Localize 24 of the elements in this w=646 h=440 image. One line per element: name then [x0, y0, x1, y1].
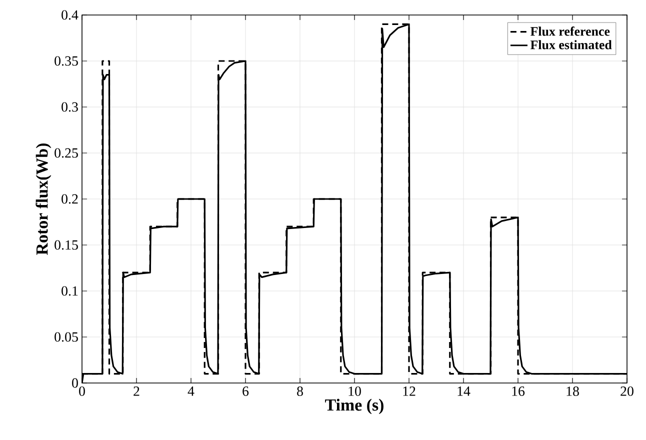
x-tick-label: 10 [348, 386, 361, 396]
x-axis-title: Time (s) [325, 398, 384, 414]
x-tick-label: 14 [458, 386, 470, 396]
y-tick-label: 0 [72, 378, 78, 388]
y-tick-label: 0.2 [62, 194, 78, 204]
x-tick-label: 0 [79, 386, 85, 396]
legend-label: Flux reference [530, 26, 610, 36]
y-axis-title: Rotor flux(Wb) [36, 144, 52, 255]
x-tick-label: 6 [242, 386, 249, 396]
legend-label: Flux estimated [530, 40, 612, 50]
y-tick-label: 0.4 [62, 10, 78, 20]
x-tick-label: 18 [566, 386, 579, 396]
y-tick-label: 0.25 [54, 148, 78, 158]
x-tick-label: 4 [188, 386, 194, 396]
x-tick-label: 8 [297, 386, 303, 396]
y-tick-label: 0.3 [62, 102, 78, 112]
x-tick-label: 20 [620, 386, 634, 396]
y-tick-label: 0.1 [62, 286, 78, 296]
y-tick-label: 0.15 [54, 240, 78, 250]
y-tick-label: 0.05 [54, 332, 78, 342]
x-tick-label: 12 [403, 386, 416, 396]
x-tick-label: 2 [134, 386, 140, 396]
x-tick-label: 16 [512, 386, 525, 396]
y-tick-label: 0.35 [54, 56, 78, 66]
